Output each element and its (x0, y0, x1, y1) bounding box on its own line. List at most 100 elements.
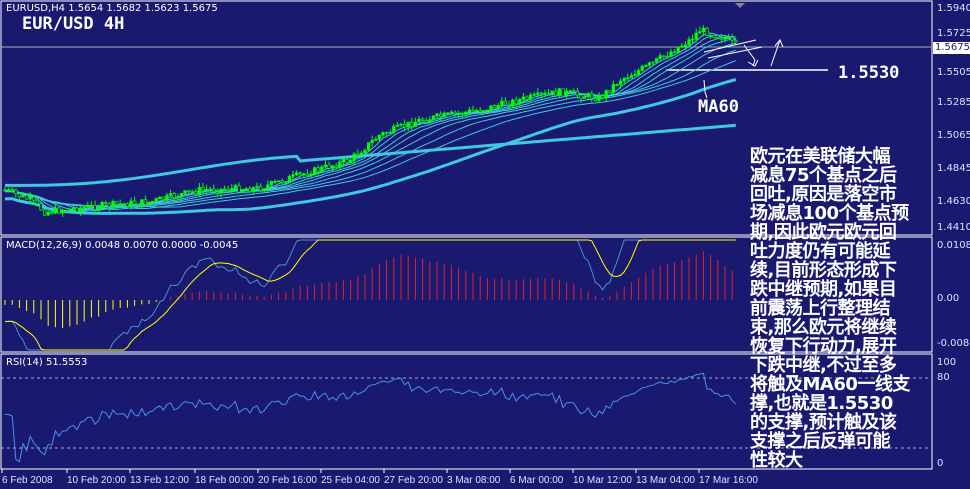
macd-axis-label: 0.0108 (937, 240, 970, 251)
time-axis-label: 27 Feb 20:00 (384, 475, 443, 486)
rsi-panel-border (0, 353, 933, 470)
candle-body (132, 200, 137, 205)
candle-body (305, 173, 310, 176)
candle-body (255, 185, 259, 188)
rsi-axis-label: 0 (937, 458, 944, 469)
time-axis-label: 6 Feb 2008 (2, 475, 53, 486)
time-axis-label: 25 Feb 04:00 (321, 475, 380, 486)
candle-body (572, 90, 576, 93)
candle-body (672, 51, 677, 54)
candle-body (71, 207, 76, 210)
candle-body (644, 64, 648, 67)
candle-body (201, 187, 205, 191)
ma-line-30 (4, 49, 736, 209)
candle-body (546, 92, 551, 95)
candle-body (129, 200, 133, 207)
candle-body (723, 37, 727, 40)
candle-body (726, 37, 731, 39)
candle-body (564, 90, 569, 97)
candle-body (690, 38, 695, 41)
candle-body (510, 99, 515, 107)
candle-body (489, 105, 493, 111)
commentary-line: 的支撑,预计触及该 (750, 412, 897, 433)
candle-body (618, 80, 623, 85)
candle-body (615, 84, 619, 86)
candle-body (248, 188, 252, 192)
commentary-line: 跌中继预期,如果目 (750, 279, 897, 300)
candle-body (356, 153, 360, 156)
candle-body (636, 70, 641, 75)
candle-body (687, 39, 691, 46)
candle-body (608, 90, 612, 93)
candle-body (161, 196, 166, 201)
candle-body (294, 172, 299, 176)
price-axis-label: 1.4410 (937, 222, 970, 233)
candle-body (147, 201, 151, 206)
candle-body (705, 27, 709, 36)
candle-body (186, 190, 191, 193)
candle-body (125, 203, 130, 207)
candle-body (266, 184, 270, 190)
candle-body (708, 35, 713, 37)
candle-body (287, 176, 292, 183)
candle-body (399, 123, 403, 126)
commentary-line: 期,因此欧元欧元回 (750, 222, 897, 243)
macd-axis-label: 0.00 (937, 293, 960, 304)
candle-body (230, 188, 234, 192)
macd-axis-label: -0.0084 (937, 338, 970, 349)
candle-body (658, 55, 662, 59)
price-axis-label: 1.5285 (937, 97, 970, 108)
commentary-line: 续,目前形态形成下 (750, 260, 897, 281)
candle-body (600, 95, 605, 99)
down-arrow-icon (703, 39, 763, 67)
candle-body (24, 194, 29, 200)
candle-body (561, 88, 565, 97)
candle-body (140, 199, 144, 206)
macd-label: MACD(12,26,9) 0.0048 0.0070 0.0000 -0.00… (6, 240, 239, 251)
candle-body (629, 75, 634, 79)
candle-body (500, 100, 504, 106)
macd-lines (4, 239, 736, 351)
candle-body (316, 167, 320, 172)
candle-body (320, 166, 324, 172)
candle-body (258, 185, 263, 192)
candle-body (716, 37, 720, 39)
candle-body (730, 37, 734, 41)
candle-body (453, 111, 457, 114)
candle-body (341, 158, 346, 163)
candle-body (154, 198, 158, 202)
candle-body (410, 121, 414, 127)
candle-body (179, 193, 184, 198)
time-axis-label: 6 Mar 00:00 (510, 475, 564, 486)
price-axis-label: 1.5725 (937, 28, 970, 39)
commentary-line: 回吐,原因是落空市 (750, 184, 897, 205)
candle-body (82, 206, 86, 209)
candle-body (395, 124, 400, 127)
candle-body (240, 189, 245, 193)
candle-body (222, 188, 227, 191)
candle-body (100, 202, 104, 209)
candle-body (280, 180, 284, 183)
commentary-line: 撑,也就是1.5530 (750, 393, 893, 414)
candle-body (60, 210, 65, 214)
commentary-line: 减息75个基点之后 (750, 165, 897, 186)
time-axis-label: 10 Feb 20:00 (67, 475, 126, 486)
candle-body (590, 93, 594, 99)
candle-body (532, 93, 536, 96)
ma60-pointer (703, 79, 708, 99)
ma-line-60 (4, 78, 737, 215)
macd-panel-border (0, 236, 933, 353)
time-axis-label: 18 Feb 00:00 (195, 475, 254, 486)
candle-body (413, 121, 418, 127)
shift-marker-icon[interactable] (735, 3, 745, 8)
time-axis-label: 17 Mar 16:00 (699, 475, 758, 486)
candle-body (111, 200, 115, 208)
candle-body (381, 132, 385, 136)
candle-body (10, 189, 14, 191)
commentary-line: 恢复下行动力,展开 (750, 336, 897, 357)
candle-body (554, 90, 558, 96)
candle-body (683, 44, 688, 47)
candle-body (39, 203, 43, 211)
commentary-line: 欧元在美联储大幅 (750, 146, 891, 167)
